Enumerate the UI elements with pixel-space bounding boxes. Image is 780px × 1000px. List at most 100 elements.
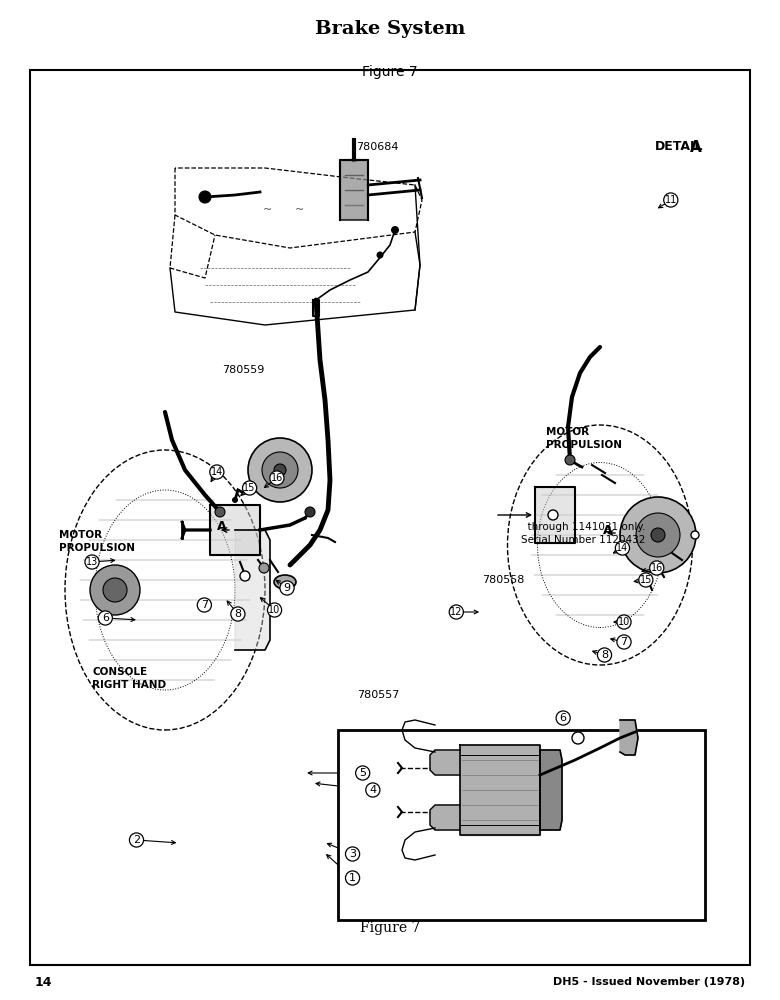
Circle shape [98,611,112,625]
Text: A: A [690,139,702,154]
Text: 8: 8 [601,650,608,660]
Polygon shape [430,750,460,775]
Bar [30,70,750,965]
Circle shape [268,603,282,617]
Text: Figure 7: Figure 7 [362,65,418,79]
Circle shape [280,581,294,595]
Text: ~: ~ [263,205,272,215]
Text: DETAIL: DETAIL [655,140,704,153]
Polygon shape [535,487,575,543]
Text: Figure 7: Figure 7 [360,921,420,935]
Text: A: A [217,520,227,534]
Circle shape [346,847,360,861]
Circle shape [199,191,211,203]
Text: 4: 4 [369,785,377,795]
Text: Brake System: Brake System [315,20,465,38]
Text: 1: 1 [349,873,356,883]
Circle shape [243,481,257,495]
Circle shape [615,541,629,555]
Text: 3: 3 [349,849,356,859]
Circle shape [240,571,250,581]
Bar [338,730,705,920]
Polygon shape [460,745,540,835]
Text: 6: 6 [102,613,108,623]
Bar [340,160,368,220]
Text: 14: 14 [35,976,52,988]
Circle shape [617,635,631,649]
Circle shape [305,507,315,517]
Circle shape [651,528,665,542]
Circle shape [274,464,286,476]
Circle shape [620,497,696,573]
Text: 14: 14 [616,543,629,553]
Text: 14: 14 [211,467,223,477]
Circle shape [210,465,224,479]
Text: PROPULSION: PROPULSION [58,543,134,553]
Circle shape [85,555,99,569]
Ellipse shape [274,575,296,589]
Circle shape [691,531,699,539]
Circle shape [597,648,612,662]
Circle shape [248,438,312,502]
Text: 13: 13 [86,557,98,567]
Polygon shape [620,720,638,755]
Text: PROPULSION: PROPULSION [546,440,622,450]
Polygon shape [540,750,562,830]
Text: through 1141031 only.: through 1141031 only. [521,522,645,532]
Text: RIGHT HAND: RIGHT HAND [92,680,166,690]
Polygon shape [430,805,460,830]
Circle shape [650,561,664,575]
Circle shape [449,605,463,619]
Circle shape [617,615,631,629]
Circle shape [262,452,298,488]
Text: 10: 10 [618,617,630,627]
Polygon shape [210,505,260,555]
Text: 10: 10 [268,605,281,615]
Polygon shape [235,530,270,650]
Circle shape [346,871,360,885]
Text: A: A [603,524,613,536]
Circle shape [259,563,269,573]
Text: MOTOR: MOTOR [58,530,101,540]
Circle shape [636,513,680,557]
Text: 16: 16 [651,563,663,573]
Circle shape [556,711,570,725]
Text: CONSOLE: CONSOLE [92,667,147,677]
Circle shape [215,507,225,517]
Text: 15: 15 [243,483,256,493]
Text: 780559: 780559 [222,365,264,375]
Text: ~: ~ [295,205,304,215]
Text: Serial Number 1120432: Serial Number 1120432 [521,535,645,545]
Text: 780558: 780558 [482,575,524,585]
Text: 6: 6 [560,713,566,723]
Circle shape [90,565,140,615]
Circle shape [572,732,584,744]
Text: DH5 - Issued November (1978): DH5 - Issued November (1978) [553,977,745,987]
Circle shape [565,455,575,465]
Text: 15: 15 [640,575,652,585]
Circle shape [366,783,380,797]
Circle shape [356,766,370,780]
Circle shape [231,607,245,621]
Circle shape [103,578,127,602]
Text: 11: 11 [665,195,677,205]
Circle shape [270,471,284,485]
Circle shape [548,510,558,520]
Text: 780557: 780557 [357,690,399,700]
Circle shape [391,226,399,234]
Text: 5: 5 [360,768,366,778]
Text: 7: 7 [200,600,208,610]
Circle shape [639,573,653,587]
Text: 9: 9 [283,583,291,593]
Circle shape [664,193,678,207]
Circle shape [197,598,211,612]
Text: 8: 8 [234,609,242,619]
Circle shape [377,251,384,258]
Circle shape [129,833,144,847]
Text: 16: 16 [271,473,283,483]
Text: 7: 7 [620,637,628,647]
Circle shape [232,497,238,503]
Text: 2: 2 [133,835,140,845]
Text: 12: 12 [450,607,463,617]
Text: MOTOR: MOTOR [546,427,589,437]
